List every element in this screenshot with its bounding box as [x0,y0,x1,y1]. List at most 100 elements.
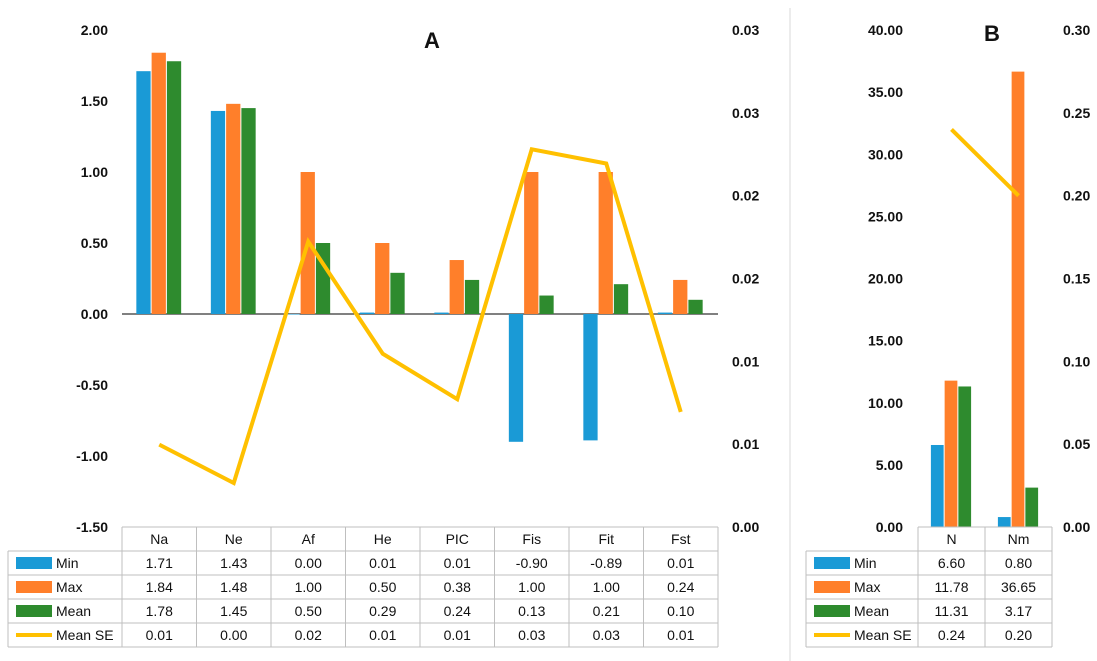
bar-min-Nm [997,517,1011,527]
table-value-cell: 0.13 [518,603,545,619]
bar-min-PIC [434,312,449,314]
table-value-cell: 3.17 [1005,603,1032,619]
bar-mean-PIC [464,279,480,314]
bar-max-Fit [598,172,613,314]
table-value-cell: 0.21 [593,603,620,619]
chart-title: A [424,28,440,53]
table-value-cell: 36.65 [1001,579,1036,595]
bar-min-Fst [657,312,673,314]
table-value-cell: 0.00 [295,555,322,571]
table-value-cell: 11.78 [935,579,969,595]
y2-tick-label: 0.01 [732,436,759,452]
table-header-cell: Na [150,531,168,547]
table-value-cell: 0.01 [369,555,396,571]
table-value-cell: 1.00 [295,579,322,595]
legend-label: Min [56,555,79,571]
y2-tick-label: 0.15 [1063,271,1090,287]
bar-mean-Na [166,61,182,314]
table-value-cell: 1.71 [146,555,173,571]
table-header-cell: Fst [671,531,691,547]
bar-mean-He [390,272,405,314]
table-value-cell: 0.01 [369,627,396,643]
y-tick-label: 25.00 [868,208,903,224]
table-value-cell: 0.01 [667,555,694,571]
y-tick-label: 0.00 [876,519,903,535]
bar-min-N [930,444,944,527]
table-header-cell: PIC [446,531,469,547]
data-table: Na Ne Af He PIC Fis Fit Fst Min 1.71 1.43 0.00 0.01 0… [7,526,719,648]
table-value-cell: -0.90 [516,555,548,571]
table-header-cell: Fis [522,531,541,547]
y-tick-label: -1.00 [76,448,108,464]
y-tick-label: 1.50 [81,93,108,109]
table-header-cell: Ne [225,531,243,547]
y-tick-label: 0.00 [81,306,108,322]
table-value-cell: 0.10 [667,603,694,619]
table-value-cell: 0.00 [220,627,247,643]
table-header-cell: Nm [1008,531,1030,547]
legend-swatch-min [16,557,52,569]
y2-tick-label: 0.03 [732,22,759,38]
legend-label: Mean [854,603,889,619]
table-header-cell: Fit [598,531,614,547]
bar-min-Fit [583,314,598,441]
bar-max-Fis [524,172,539,314]
chart-title: B [984,21,1000,46]
bar-max-Fst [673,279,688,314]
table-value-cell: 0.01 [444,555,471,571]
line-mean-se [158,146,683,486]
y2-tick-label: 0.02 [732,271,759,287]
table-value-cell: 1.84 [146,579,173,595]
bar-max-He [375,243,390,314]
table-header-cell: Af [302,531,315,547]
table-value-cell: 0.24 [667,579,694,595]
table-value-cell: 0.50 [369,579,396,595]
legend-label: Mean [56,603,91,619]
bar-mean-N [958,386,972,527]
bar-min-Af [285,314,300,315]
y2-tick-label: 0.20 [1063,188,1090,204]
table-value-cell: 11.31 [935,603,969,619]
bar-min-He [359,312,375,314]
table-value-cell: 1.45 [220,603,247,619]
bar-mean-Fis [539,295,554,314]
table-value-cell: 1.78 [146,603,173,619]
table-value-cell: 6.60 [938,555,965,571]
bar-mean-Fst [688,299,703,314]
data-table: N Nm Min 6.60 0.80 Max 11.78 36.65 Mean 11.31 3.17… [805,526,1053,648]
y-tick-label: 40.00 [868,22,903,38]
table-value-cell: 0.24 [938,627,965,643]
table-value-cell: 0.01 [667,627,694,643]
bar-max-Na [151,52,166,314]
table-value-cell: 0.29 [369,603,396,619]
table-value-cell: -0.89 [590,555,622,571]
y2-tick-label: 0.03 [732,105,759,121]
y2-tick-label: 0.10 [1063,353,1090,369]
y2-tick-label: 0.30 [1063,22,1090,38]
y2-tick-label: 0.01 [732,353,759,369]
y-tick-label: 5.00 [876,457,903,473]
table-value-cell: 0.24 [444,603,471,619]
bar-max-N [944,380,958,527]
table-value-cell: 0.38 [444,579,471,595]
legend-swatch-min [814,557,850,569]
table-value-cell: 0.01 [444,627,471,643]
table-value-cell: 0.50 [295,603,322,619]
table-value-cell: 0.80 [1005,555,1032,571]
bar-min-Na [136,71,151,315]
bar-max-Nm [1011,71,1025,527]
bar-mean-Ne [241,108,256,314]
legend-label: Max [854,579,880,595]
table-value-cell: 0.20 [1005,627,1032,643]
table-value-cell: 0.03 [518,627,545,643]
y2-tick-label: 0.25 [1063,105,1090,121]
table-header-cell: N [946,531,956,547]
table-value-cell: 0.03 [593,627,620,643]
table-value-cell: 0.02 [295,627,322,643]
bar-mean-Nm [1025,487,1039,527]
y-tick-label: 10.00 [868,395,903,411]
y-tick-label: 2.00 [81,22,108,38]
y-tick-label: 30.00 [868,146,903,162]
table-value-cell: 1.48 [220,579,247,595]
y2-tick-label: 0.00 [1063,519,1090,535]
